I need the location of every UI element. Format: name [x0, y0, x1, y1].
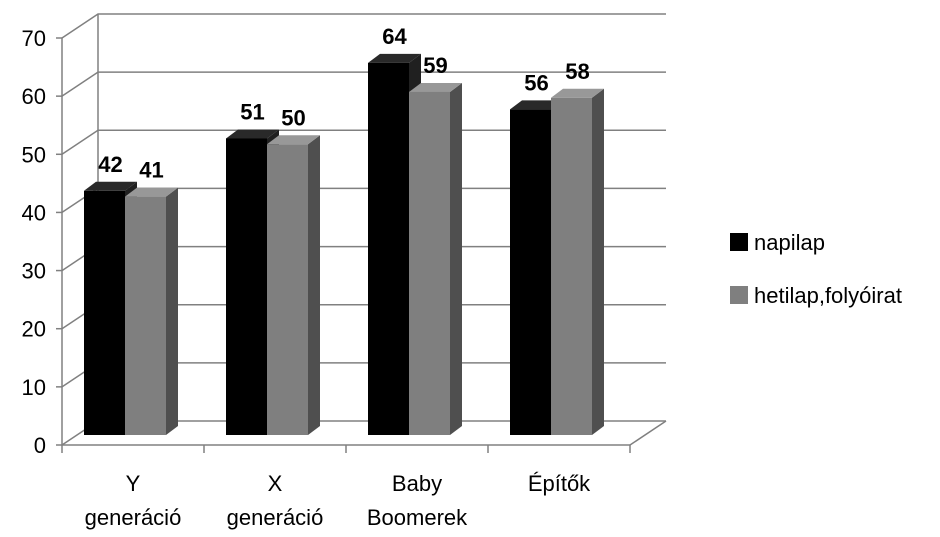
- legend-label-hetilap: hetilap,folyóirat: [754, 283, 902, 308]
- y-tick-label: 40: [22, 200, 46, 225]
- x-category-label: generáció: [227, 505, 324, 530]
- bar-front: [267, 144, 308, 436]
- bar: [409, 82, 462, 435]
- x-category-label: Építők: [528, 471, 591, 496]
- legend: napilap hetilap,folyóirat: [730, 230, 902, 308]
- y-tick-label: 70: [22, 26, 46, 51]
- bars: [84, 53, 604, 436]
- bar-front: [409, 91, 450, 435]
- data-label: 56: [524, 70, 548, 95]
- legend-swatch-hetilap: [730, 286, 748, 304]
- bar-side: [592, 88, 604, 436]
- floor-right-edge: [629, 420, 667, 446]
- bar-top: [267, 135, 320, 145]
- bar-top: [368, 53, 421, 63]
- bar-top: [551, 88, 604, 98]
- bar-top: [510, 100, 563, 110]
- legend-label-napilap: napilap: [754, 230, 825, 255]
- bar-front: [125, 196, 166, 435]
- y-tick-label: 60: [22, 84, 46, 109]
- bar-top: [84, 181, 137, 191]
- bar: [267, 135, 320, 436]
- data-label: 41: [139, 158, 163, 183]
- x-category-label: generáció: [85, 505, 182, 530]
- bar-front: [368, 62, 409, 436]
- y-tick-label: 50: [22, 142, 46, 167]
- bar-top: [125, 187, 178, 197]
- bar: [551, 88, 604, 436]
- data-label: 50: [281, 105, 305, 130]
- y-tick-label: 20: [22, 317, 46, 342]
- y-tick-label: 0: [34, 433, 46, 458]
- bar-front: [226, 138, 267, 435]
- bar-side: [450, 82, 462, 435]
- data-label: 58: [565, 59, 589, 84]
- bar-side: [166, 187, 178, 435]
- y-tick-label: 30: [22, 259, 46, 284]
- data-label: 42: [98, 152, 122, 177]
- gridline: [61, 129, 666, 155]
- data-labels: 42 41 51 50 64 59 56 58: [98, 24, 589, 183]
- bar: [125, 187, 178, 435]
- data-label: 51: [240, 99, 264, 124]
- bar-front: [84, 190, 125, 435]
- data-label: 64: [382, 24, 407, 49]
- data-label: 59: [423, 53, 447, 78]
- bar-top: [226, 129, 279, 139]
- bar-front: [551, 97, 592, 436]
- x-category-label: Y: [126, 471, 141, 496]
- y-axis: 0 10 20 30 40 50 60 70: [22, 26, 63, 458]
- bar-front: [510, 109, 551, 436]
- x-category-label: X: [268, 471, 283, 496]
- gridline: [61, 71, 666, 97]
- gridline: [61, 13, 666, 39]
- x-category-label: Boomerek: [367, 505, 468, 530]
- legend-swatch-napilap: [730, 233, 748, 251]
- x-category-label: Baby: [392, 471, 442, 496]
- bar-side: [308, 135, 320, 436]
- bar-top: [409, 82, 462, 92]
- y-tick-label: 10: [22, 375, 46, 400]
